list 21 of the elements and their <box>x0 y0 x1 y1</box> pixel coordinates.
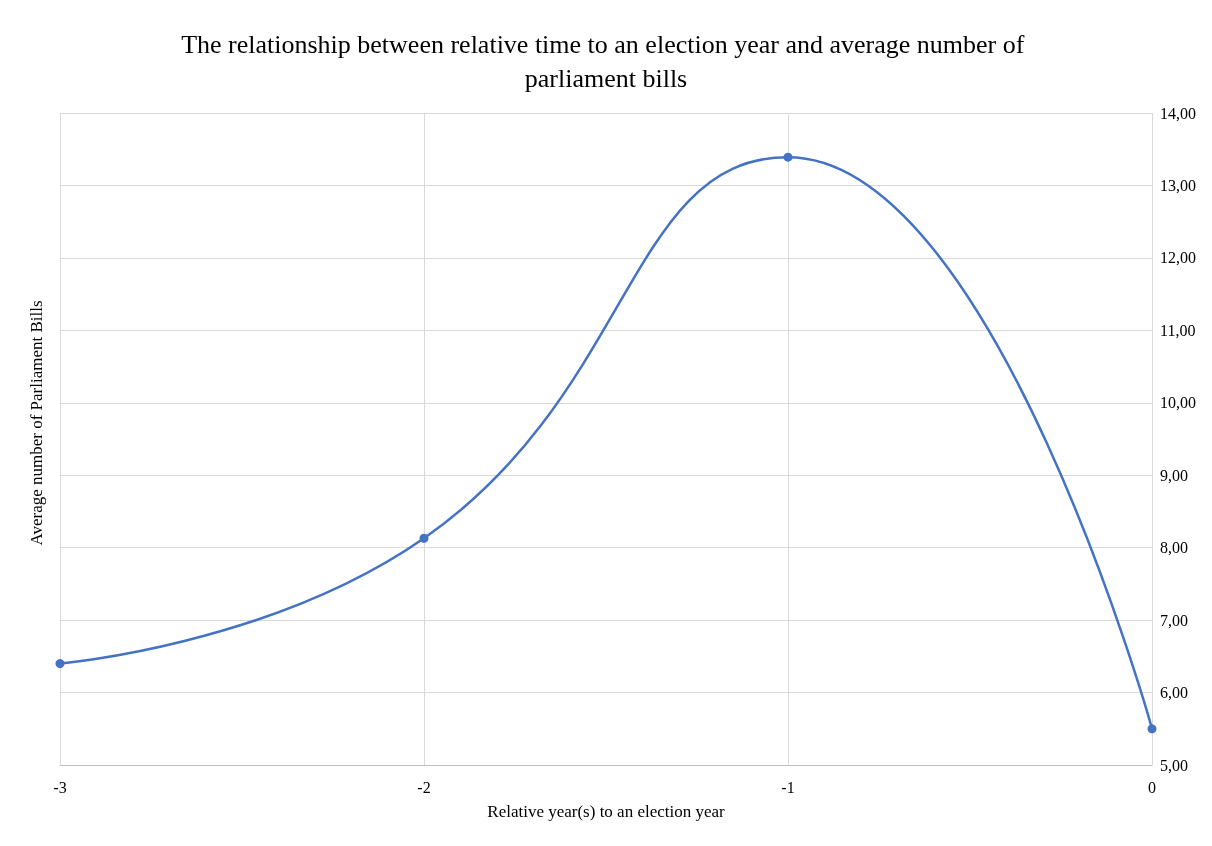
y-tick-label: 14,00 <box>1160 104 1196 122</box>
point <box>55 659 65 669</box>
point <box>1147 724 1157 734</box>
y-tick-label: 7,00 <box>1160 611 1188 629</box>
y-tick-label: 11,00 <box>1160 321 1196 339</box>
x-tick-label: -2 <box>417 778 431 796</box>
point <box>419 533 429 543</box>
y-tick-label: 8,00 <box>1160 539 1188 557</box>
y-tick-label: 13,00 <box>1160 176 1196 194</box>
y-tick-label: 9,00 <box>1160 466 1188 484</box>
chart-title: The relationship between relative time to an election year and average number of parliament bills <box>181 29 1031 93</box>
point <box>783 152 793 162</box>
y-tick-label: 10,00 <box>1160 394 1196 412</box>
y-axis-title: Average number of Parliament Bills <box>27 300 46 546</box>
y-tick-label: 12,00 <box>1160 249 1196 267</box>
x-tick-label: -1 <box>781 778 795 796</box>
x-tick-label: -3 <box>53 778 67 796</box>
x-tick-label: 0 <box>1148 778 1156 796</box>
x-axis-title: Relative year(s) to an election year <box>487 802 726 821</box>
y-tick-label: 5,00 <box>1160 756 1188 774</box>
y-tick-label: 6,00 <box>1160 684 1188 702</box>
